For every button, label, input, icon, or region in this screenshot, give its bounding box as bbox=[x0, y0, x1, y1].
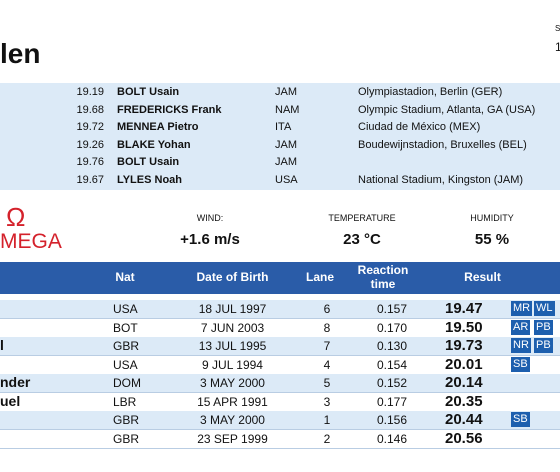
reaction-time: 0.156 bbox=[376, 413, 408, 427]
column-header: Lane bbox=[305, 270, 334, 284]
record-name: LYLES Noah bbox=[117, 174, 182, 186]
date-of-birth: 9 JUL 1994 bbox=[202, 357, 263, 372]
lane: 4 bbox=[323, 357, 331, 372]
record-name: BLAKE Yohan bbox=[117, 138, 191, 151]
record-name: MENNEA Pietro bbox=[117, 121, 199, 134]
table-header-band bbox=[0, 262, 560, 294]
column-header: Result bbox=[464, 270, 501, 284]
record-venue: Boudewijnstadion, Bruxelles (BEL) bbox=[358, 138, 527, 151]
record-name: BOLT Usain bbox=[117, 156, 180, 169]
athlete-name: nder bbox=[0, 374, 31, 390]
record-mark: 19.19 bbox=[76, 86, 104, 98]
nat: DOM bbox=[113, 376, 141, 390]
record-badge: SB bbox=[511, 356, 530, 372]
record-badge: NR bbox=[511, 338, 531, 353]
condition-label: HUMIDITY bbox=[470, 213, 514, 223]
result: 20.44 bbox=[445, 411, 483, 428]
result: 19.50 bbox=[445, 318, 483, 336]
nat: GBR bbox=[113, 413, 140, 427]
record-mark: 19.76 bbox=[76, 156, 104, 169]
condition-value: +1.6 m/s bbox=[180, 231, 240, 248]
record-venue: Olympic Stadium, Atlanta, GA (USA) bbox=[358, 103, 536, 116]
nat: GBR bbox=[113, 431, 140, 446]
record-badge: PB bbox=[534, 338, 553, 353]
result: 19.73 bbox=[445, 337, 483, 354]
record-badge: AR bbox=[511, 319, 531, 335]
date-of-birth: 18 JUL 1997 bbox=[198, 302, 267, 316]
record-nat: JAM bbox=[275, 86, 297, 98]
nat: USA bbox=[113, 357, 138, 372]
lane: 8 bbox=[323, 320, 331, 335]
title: len bbox=[0, 38, 41, 69]
condition-value: 55 % bbox=[474, 231, 510, 248]
record-badge: SB bbox=[511, 412, 530, 427]
result: 20.56 bbox=[445, 429, 483, 447]
lane: 6 bbox=[323, 302, 331, 316]
date-of-birth: 3 MAY 2000 bbox=[200, 413, 265, 427]
athlete-name: l bbox=[0, 337, 4, 353]
record-nat: JAM bbox=[275, 156, 297, 169]
column-header: Reaction time bbox=[357, 263, 409, 291]
result: 20.35 bbox=[445, 392, 483, 410]
row-bg bbox=[0, 429, 560, 449]
condition-value: 23 °C bbox=[343, 231, 381, 248]
reaction-time: 0.177 bbox=[376, 394, 408, 409]
record-badge: WL bbox=[534, 301, 555, 316]
reaction-time: 0.154 bbox=[376, 357, 408, 372]
records-band bbox=[0, 83, 560, 190]
result: 20.01 bbox=[445, 355, 483, 373]
nat: BOT bbox=[113, 320, 138, 335]
record-venue: Olympiastadion, Berlin (GER) bbox=[358, 86, 503, 98]
logo-symbol: Ω bbox=[6, 202, 26, 232]
athlete-name: uel bbox=[0, 392, 21, 409]
record-badge: MR bbox=[511, 301, 533, 316]
record-mark: 19.67 bbox=[76, 174, 104, 186]
record-venue: Ciudad de México (MEX) bbox=[358, 121, 481, 134]
record-mark: 19.72 bbox=[76, 121, 104, 134]
date-of-birth: 7 JUN 2003 bbox=[200, 320, 265, 335]
record-nat: USA bbox=[275, 174, 298, 186]
reaction-time: 0.146 bbox=[376, 431, 408, 446]
record-name: FREDERICKS Frank bbox=[117, 103, 222, 116]
lane: 1 bbox=[323, 413, 331, 427]
record-nat: NAM bbox=[275, 103, 300, 116]
date-of-birth: 3 MAY 2000 bbox=[200, 376, 265, 390]
record-nat: JAM bbox=[275, 138, 297, 151]
result: 19.47 bbox=[445, 300, 483, 317]
record-mark: 19.68 bbox=[76, 103, 104, 116]
reaction-time: 0.130 bbox=[376, 339, 408, 353]
record-nat: ITA bbox=[275, 121, 292, 134]
column-header: Date of Birth bbox=[196, 270, 269, 284]
logo-text: MEGA bbox=[0, 230, 62, 253]
reaction-time: 0.170 bbox=[376, 320, 408, 335]
lane: 7 bbox=[323, 339, 331, 353]
record-mark: 19.26 bbox=[76, 138, 104, 151]
date-of-birth: 23 SEP 1999 bbox=[197, 431, 268, 446]
record-badge: PB bbox=[534, 319, 553, 335]
lane: 5 bbox=[323, 376, 331, 390]
corner-value: 1 bbox=[555, 40, 560, 54]
nat: GBR bbox=[113, 339, 140, 353]
nat: USA bbox=[113, 302, 138, 316]
date-of-birth: 13 JUL 1995 bbox=[198, 339, 267, 353]
nat: LBR bbox=[113, 394, 137, 409]
column-header: Nat bbox=[115, 270, 135, 284]
condition-label: TEMPERATURE bbox=[328, 213, 396, 223]
lane: 2 bbox=[323, 431, 331, 446]
date-of-birth: 15 APR 1991 bbox=[197, 394, 268, 409]
corner-label: S bbox=[555, 24, 560, 33]
reaction-time: 0.152 bbox=[376, 376, 408, 390]
reaction-time: 0.157 bbox=[376, 302, 408, 316]
record-venue: National Stadium, Kingston (JAM) bbox=[358, 174, 524, 186]
lane: 3 bbox=[323, 394, 331, 409]
record-name: BOLT Usain bbox=[117, 86, 180, 98]
condition-label: WIND: bbox=[196, 213, 224, 223]
result: 20.14 bbox=[445, 374, 483, 391]
